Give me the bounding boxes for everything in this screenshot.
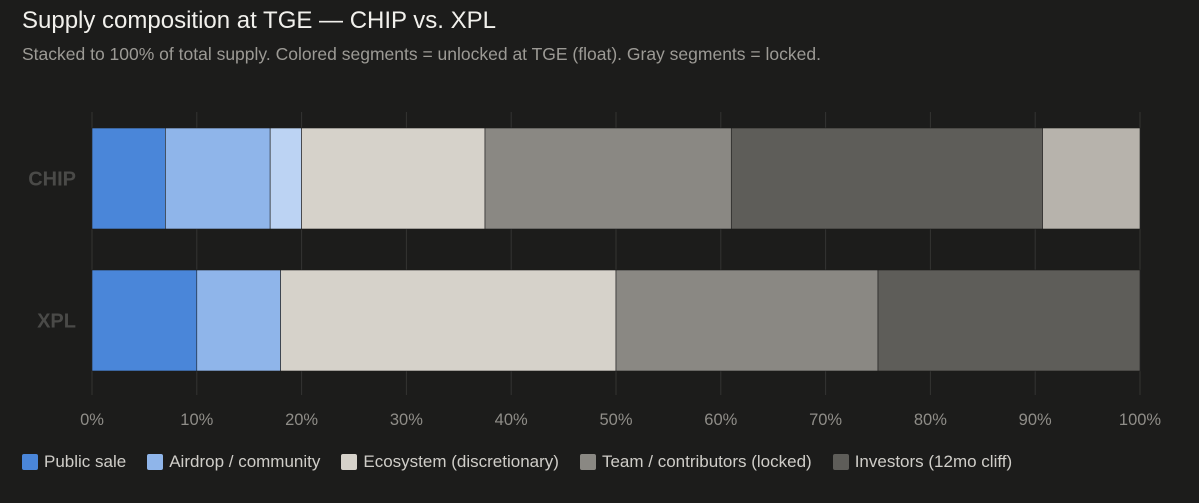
stacked-bar-chart: 0% 10% 20% 30% 40% 50% 60% 70% 80% 90% 100% CHIP XPL <box>28 112 1162 429</box>
legend-label: Investors (12mo cliff) <box>854 452 1013 471</box>
chart-subtitle: Stacked to 100% of total supply. Colored… <box>22 44 821 64</box>
bar-segment <box>1042 127 1141 230</box>
legend-item-airdrop: Airdrop / community <box>147 452 320 472</box>
bar-segment <box>196 269 281 372</box>
bar-segment <box>165 127 271 230</box>
x-tick-label: 40% <box>495 411 528 429</box>
legend-swatch <box>341 454 358 470</box>
bar-segment <box>730 127 1043 230</box>
x-tick-label: 70% <box>809 411 842 429</box>
bar-segment <box>484 127 732 230</box>
x-tick-label: 80% <box>914 411 947 429</box>
chart-legend: Public sale Airdrop / community Ecosyste… <box>22 452 1033 472</box>
legend-item-team: Team / contributors (locked) <box>579 452 812 472</box>
x-tick-label: 20% <box>285 411 318 429</box>
legend-swatch <box>579 454 596 470</box>
x-tick-label: 50% <box>599 411 632 429</box>
bar-segment <box>269 127 302 230</box>
legend-item-ecosystem: Ecosystem (discretionary) <box>341 452 559 472</box>
x-tick-label: 10% <box>180 411 213 429</box>
bar-segment <box>280 269 617 372</box>
legend-item-public-sale: Public sale <box>22 452 126 472</box>
legend-swatch <box>832 454 849 470</box>
legend-swatch <box>22 454 38 470</box>
category-label: CHIP <box>28 169 76 191</box>
legend-item-investors: Investors (12mo cliff) <box>832 452 1013 472</box>
x-tick-label: 60% <box>704 411 737 429</box>
legend-label: Public sale <box>44 452 127 471</box>
x-tick-label: 90% <box>1019 411 1052 429</box>
bar-segment <box>91 269 198 372</box>
legend-label: Team / contributors (locked) <box>601 452 812 471</box>
x-tick-label: 30% <box>390 411 423 429</box>
category-label: XPL <box>37 311 76 333</box>
x-tick-label: 100% <box>1119 411 1162 429</box>
legend-label: Airdrop / community <box>169 452 321 471</box>
legend-label: Ecosystem (discretionary) <box>363 452 559 471</box>
chart-title: Supply composition at TGE — CHIP vs. XPL <box>22 7 496 34</box>
bar-segment <box>91 127 166 230</box>
x-tick-label: 0% <box>80 411 104 429</box>
bar-segment <box>615 269 879 372</box>
legend-swatch <box>147 454 164 470</box>
bar-segment <box>877 269 1141 372</box>
bar-segment <box>301 127 486 230</box>
